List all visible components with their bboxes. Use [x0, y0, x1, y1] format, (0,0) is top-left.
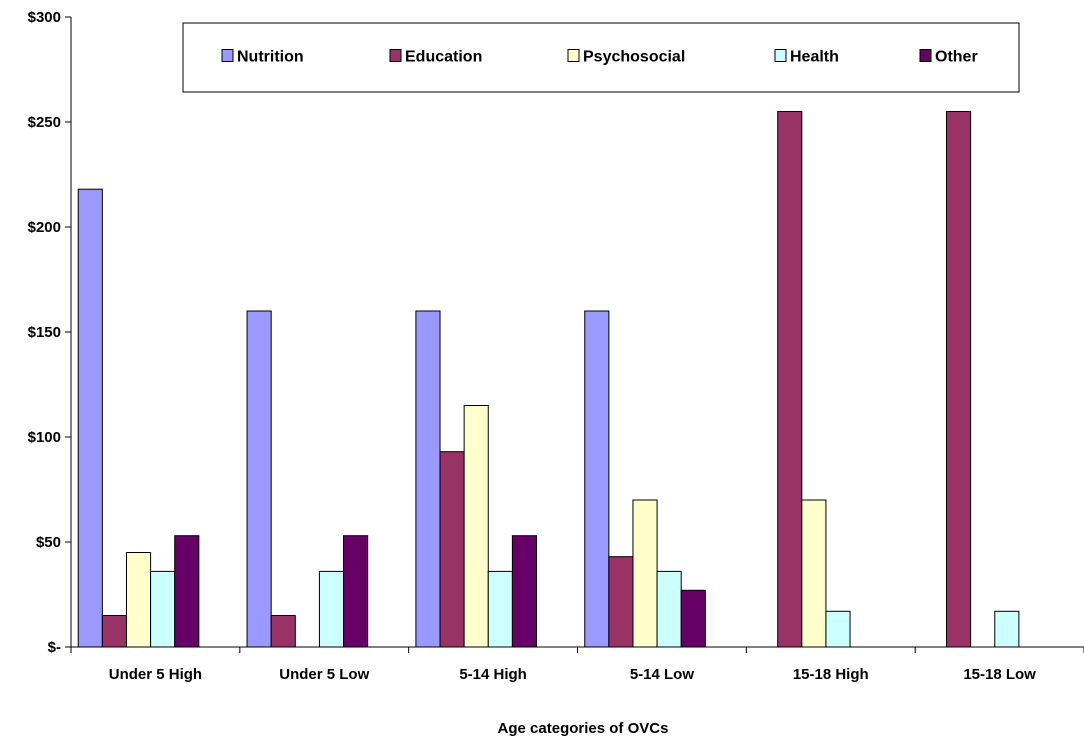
bar-psychosocial [125, 552, 152, 648]
bar-health [994, 610, 1020, 648]
legend-swatch-education [389, 49, 402, 62]
bar-health [825, 610, 851, 648]
y-axis: $- $50 $100 $150 $200 $250 $300 [28, 9, 72, 656]
y-tick-label: $150 [28, 324, 61, 341]
legend: Nutrition Education Psychosocial Health Othe… [182, 22, 1020, 93]
x-category-label: 15-18 High [793, 666, 869, 683]
x-axis-title: Age categories of OVCs [498, 720, 669, 737]
bar-nutrition [415, 310, 441, 648]
bar-health [150, 570, 176, 648]
y-tick-label: $100 [28, 429, 61, 446]
y-tick-label: $300 [28, 9, 61, 26]
bar-psychosocial [463, 405, 489, 648]
bar-education [439, 451, 465, 648]
x-category-label: 5-14 Low [630, 666, 695, 683]
x-category-label: 5-14 High [459, 666, 527, 683]
bar-health [318, 570, 345, 648]
bar-health [487, 570, 513, 648]
bar-nutrition [77, 188, 103, 648]
bar-psychosocial [632, 499, 658, 648]
bar-other [174, 535, 200, 648]
legend-swatch-psychosocial [567, 49, 580, 62]
bar-education [270, 615, 296, 648]
bars [77, 111, 1020, 648]
bar-other [680, 589, 706, 648]
bar-education [777, 111, 803, 648]
bar-health [656, 570, 682, 648]
legend-box [182, 22, 1020, 93]
legend-label-nutrition: Nutrition [237, 49, 304, 66]
bar-education [946, 111, 972, 648]
y-tick-label: $- [48, 639, 61, 656]
legend-label-other: Other [935, 49, 978, 66]
bar-education [608, 556, 634, 648]
bar-nutrition [584, 310, 610, 648]
x-category-label: Under 5 Low [279, 666, 369, 683]
legend-label-education: Education [405, 49, 482, 66]
legend-swatch-other [919, 49, 932, 62]
legend-swatch-nutrition [221, 49, 234, 62]
x-axis: Under 5 High Under 5 Low 5-14 High 5-14 Low… [70, 646, 1084, 683]
y-tick-label: $200 [28, 219, 61, 236]
y-tick-label: $50 [36, 534, 61, 551]
x-category-label: 15-18 Low [963, 666, 1036, 683]
legend-label-psychosocial: Psychosocial [583, 49, 685, 66]
bar-education [101, 615, 127, 648]
legend-swatch-health [774, 49, 787, 62]
bar-other [343, 535, 369, 648]
bar-other [511, 535, 537, 648]
legend-label-health: Health [790, 49, 839, 66]
bar-psychosocial [801, 499, 827, 648]
x-category-label: Under 5 High [109, 666, 202, 683]
y-tick-label: $250 [28, 114, 61, 131]
bar-nutrition [246, 310, 272, 648]
